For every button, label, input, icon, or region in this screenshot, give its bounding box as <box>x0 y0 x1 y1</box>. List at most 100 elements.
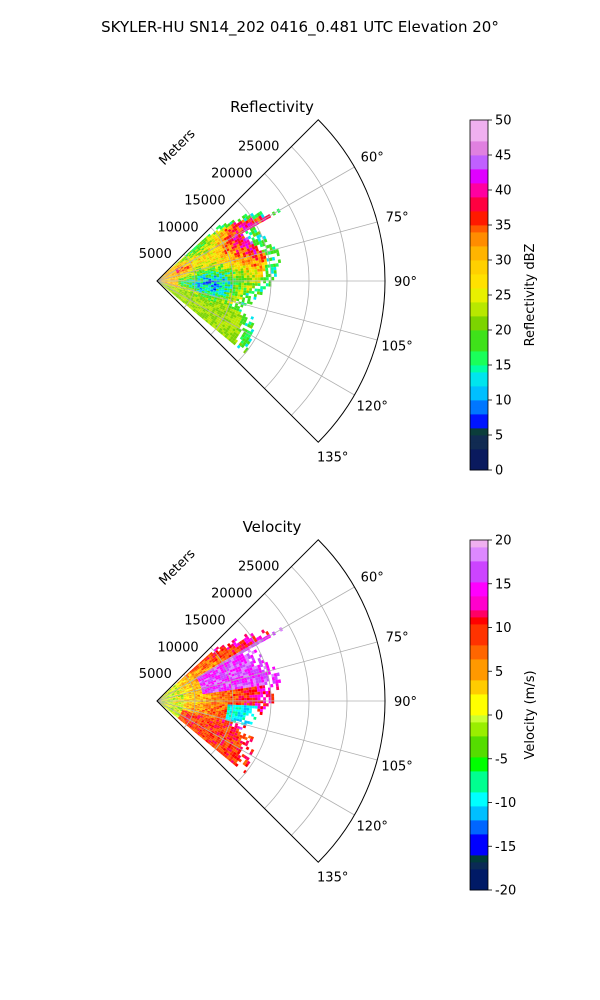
echo-cell <box>164 276 167 278</box>
echo-cell <box>175 290 179 293</box>
echo-cell <box>250 316 254 320</box>
echo-cell <box>166 696 170 698</box>
echo-cell <box>204 730 208 734</box>
echo-cell <box>232 289 236 292</box>
echo-cell <box>203 685 207 688</box>
echo-cell <box>181 282 184 284</box>
echo-cell <box>212 742 217 747</box>
echo-cell <box>192 724 196 728</box>
echo-cell <box>213 692 217 695</box>
echo-cell <box>185 721 189 724</box>
echo-cell <box>170 282 173 283</box>
echo-cell <box>186 695 189 697</box>
echo-cell <box>198 248 202 251</box>
echo-cell <box>239 734 243 739</box>
echo-cell <box>211 703 214 706</box>
echo-cell <box>224 698 228 701</box>
echo-cell <box>177 272 180 274</box>
echo-cell <box>197 703 201 705</box>
echo-cell <box>211 277 214 280</box>
echo-cell <box>221 677 225 680</box>
echo-cell <box>209 738 213 742</box>
echo-cell <box>235 333 239 337</box>
echo-cell <box>205 676 209 679</box>
colorbar-segment <box>470 869 488 877</box>
colorbar-tick-label: 10 <box>495 394 512 409</box>
echo-cell <box>213 321 218 325</box>
echo-cell <box>165 273 168 276</box>
echo-cell <box>215 677 219 680</box>
colorbar-segment <box>470 372 488 380</box>
echo-cell <box>240 223 245 227</box>
echo-cell <box>192 719 196 722</box>
echo-cell <box>242 717 246 721</box>
echo-cell <box>184 721 188 725</box>
echo-cell <box>221 324 226 328</box>
colorbar-tick-label: 5 <box>495 665 503 680</box>
echo-cell <box>227 314 231 318</box>
echo-cell <box>166 274 169 277</box>
echo-cell <box>181 296 185 299</box>
echo-cell <box>225 332 230 337</box>
echo-cell <box>243 690 247 694</box>
echo-cell <box>264 681 268 686</box>
azimuth-spoke <box>156 221 378 282</box>
echo-cell <box>216 299 220 302</box>
echo-cell <box>212 318 217 322</box>
echo-cell <box>273 270 277 274</box>
echo-cell <box>261 259 265 263</box>
echo-cell <box>202 718 206 721</box>
echo-cell <box>166 695 169 697</box>
echo-cell <box>207 673 211 676</box>
echo-cell <box>170 271 174 273</box>
echo-cell <box>180 694 184 697</box>
echo-cell <box>234 763 239 767</box>
echo-cell <box>168 694 172 696</box>
echo-cell <box>182 271 186 273</box>
echo-cell <box>218 251 223 255</box>
echo-cell <box>240 318 245 322</box>
echo-cell <box>245 684 249 688</box>
echo-cell <box>195 674 199 678</box>
echo-cell <box>259 288 263 293</box>
echo-cell <box>190 251 193 254</box>
echo-cell <box>263 258 267 263</box>
echo-cell <box>214 315 219 318</box>
echo-cell <box>235 282 239 285</box>
radial-tick-label: 5000 <box>139 667 172 682</box>
echo-cell <box>218 289 222 292</box>
echo-cell <box>251 635 256 640</box>
echo-cell <box>245 230 249 235</box>
echo-cell <box>200 276 203 279</box>
echo-cell <box>178 290 182 293</box>
echo-cell <box>233 314 237 319</box>
echo-cell <box>233 740 238 744</box>
echo-cell <box>251 675 256 679</box>
echo-cell <box>190 303 194 306</box>
echo-cell <box>239 250 243 255</box>
echo-cell <box>199 255 203 259</box>
echo-cell <box>234 293 238 297</box>
echo-cell <box>164 282 168 284</box>
echo-cell <box>202 275 206 277</box>
echo-cell <box>176 691 180 693</box>
echo-cell <box>219 702 223 705</box>
echo-cell <box>164 701 168 703</box>
echo-cell <box>200 684 204 687</box>
echo-cell <box>263 675 267 680</box>
echo-cell <box>240 690 244 694</box>
echo-cell <box>242 733 247 737</box>
angular-tick-label: 135° <box>317 451 348 466</box>
echo-cell <box>240 268 244 271</box>
echo-cell <box>186 703 190 705</box>
echo-cell <box>201 663 205 667</box>
echo-cell <box>237 648 242 653</box>
echo-cell <box>210 741 214 745</box>
echo-cell <box>241 273 244 276</box>
echo-cell <box>167 278 170 280</box>
echo-cell <box>219 231 224 236</box>
echo-cell <box>214 722 219 726</box>
echo-cell <box>161 696 164 699</box>
echo-cell <box>174 713 177 716</box>
echo-cell <box>191 274 195 276</box>
